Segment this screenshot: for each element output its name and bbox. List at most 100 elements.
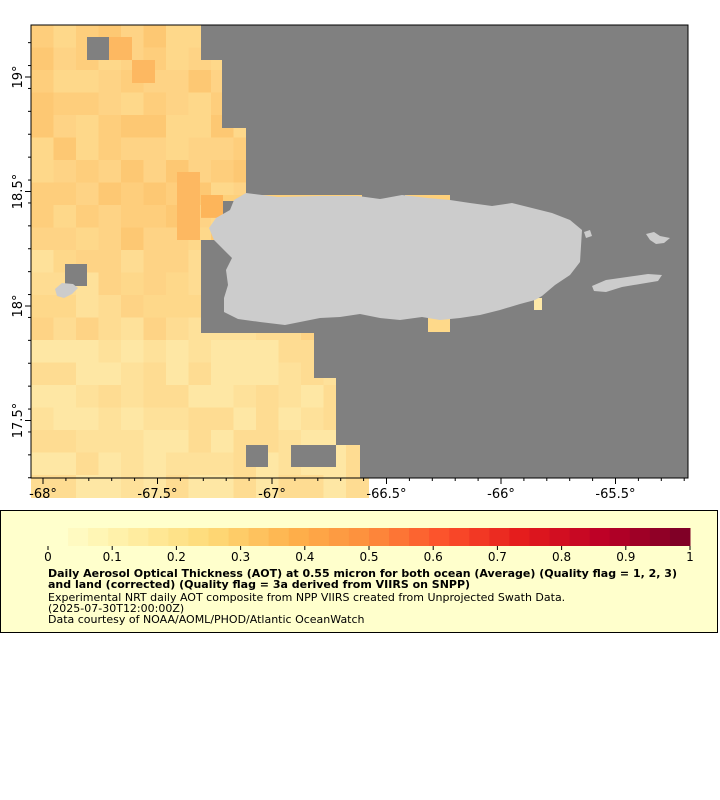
aot-cell — [76, 452, 99, 476]
aot-cell — [143, 475, 167, 498]
aot-cell — [53, 340, 77, 363]
aot-cell — [143, 295, 167, 318]
aot-cell — [31, 47, 54, 71]
aot-cell — [121, 475, 144, 498]
aot-cell — [76, 205, 99, 228]
aot-cell — [76, 295, 99, 318]
aot-cell — [31, 430, 54, 453]
aot-cell — [166, 272, 189, 296]
aot-cell — [233, 475, 257, 498]
puerto-rico-landmass — [209, 193, 582, 325]
aot-cell — [31, 92, 54, 116]
aot-cell — [76, 182, 99, 206]
map-frame — [30, 24, 689, 479]
aot-cell — [31, 362, 54, 386]
aot-cell — [98, 115, 122, 138]
aot-cell — [143, 385, 167, 408]
aot-cell — [121, 362, 144, 386]
aot-cell — [31, 250, 54, 273]
aot-cell — [177, 195, 200, 218]
aot-cell — [188, 362, 212, 386]
aot-cell — [53, 227, 77, 251]
colorbar-swatch — [228, 528, 250, 546]
x-tick-label: -67.5° — [137, 487, 177, 502]
aot-cell — [143, 317, 167, 341]
aot-cell — [121, 317, 144, 341]
aot-cell — [121, 407, 144, 431]
aot-cell — [166, 407, 189, 431]
aot-cell — [53, 407, 77, 431]
aot-cell — [233, 407, 257, 431]
colorbar-tick-label: 0.8 — [552, 550, 571, 564]
aot-cell — [132, 60, 155, 83]
aot-cell — [53, 385, 77, 408]
aot-cell — [98, 70, 122, 93]
legend-box: 0 0.1 0.2 0.3 0.4 0.5 0.6 0.7 0.8 0.9 1 Daily Aero… — [0, 510, 718, 633]
aot-cell — [109, 37, 132, 60]
aot-cell — [98, 160, 122, 183]
colorbar-swatch — [48, 528, 69, 546]
colorbar-swatch — [429, 528, 450, 546]
aot-cell — [98, 205, 122, 228]
colorbar-swatches — [48, 528, 691, 546]
aot-cell — [166, 317, 189, 341]
colorbar-tick-label: 0.1 — [103, 550, 122, 564]
aot-cell — [98, 407, 122, 431]
aot-cell — [256, 340, 279, 363]
aot-cell — [98, 475, 122, 498]
aot-cell — [98, 137, 122, 161]
colorbar-swatch — [409, 528, 430, 546]
aot-cell — [31, 182, 54, 206]
y-tick-label: 19° — [11, 65, 26, 88]
aot-cell — [211, 137, 234, 161]
aot-cell — [53, 92, 77, 116]
aot-cell — [166, 92, 189, 116]
aot-cell — [31, 452, 54, 476]
colorbar-swatch — [168, 528, 189, 546]
aot-cell — [53, 295, 77, 318]
colorbar-swatch — [369, 528, 390, 546]
aot-cell — [76, 160, 99, 183]
aot-cell — [76, 362, 99, 386]
aot-cell — [121, 295, 144, 318]
colorbar-swatch — [68, 528, 89, 546]
aot-cell — [143, 362, 167, 386]
aot-cell — [121, 227, 144, 251]
aot-cell — [166, 430, 189, 453]
aot-cell — [301, 407, 324, 431]
y-axis: 19° 18.5° 18° 17.5° — [11, 42, 31, 479]
aot-cell — [31, 25, 54, 48]
aot-cell — [143, 115, 167, 138]
aot-cell — [256, 385, 279, 408]
aot-cell — [188, 92, 212, 116]
colorbar-swatch — [549, 528, 571, 546]
aot-cell — [166, 47, 189, 71]
aot-cell — [211, 452, 234, 476]
aot-cell — [53, 70, 77, 93]
colorbar-swatch — [449, 528, 470, 546]
aot-cell — [31, 160, 54, 183]
aot-cell — [188, 340, 212, 363]
aot-cell — [98, 317, 122, 341]
aot-cell — [76, 317, 99, 341]
aot-cell — [166, 295, 189, 318]
colorbar: 0 0.1 0.2 0.3 0.4 0.5 0.6 0.7 0.8 0.9 1 — [44, 528, 694, 564]
legend-title: Daily Aerosol Optical Thickness (AOT) at… — [48, 567, 677, 591]
colorbar-swatch — [188, 528, 209, 546]
legend-credit: Data courtesy of NOAA/AOML/PHOD/Atlantic… — [48, 613, 365, 626]
colorbar-tick-label: 0.5 — [359, 550, 378, 564]
aot-cell — [53, 452, 77, 476]
aot-cell — [31, 137, 54, 161]
aot-cell — [53, 25, 77, 48]
aot-cell — [98, 250, 122, 273]
x-tick-label: -65.5° — [595, 487, 635, 502]
colorbar-swatch — [529, 528, 551, 546]
aot-cell — [233, 340, 257, 363]
aot-cell — [188, 70, 212, 93]
colorbar-tick-label: 0.6 — [424, 550, 443, 564]
aot-cell — [166, 115, 189, 138]
aot-cell — [76, 430, 99, 453]
aot-cell — [98, 92, 122, 116]
aot-cell — [143, 137, 167, 161]
aot-cell — [211, 385, 234, 408]
